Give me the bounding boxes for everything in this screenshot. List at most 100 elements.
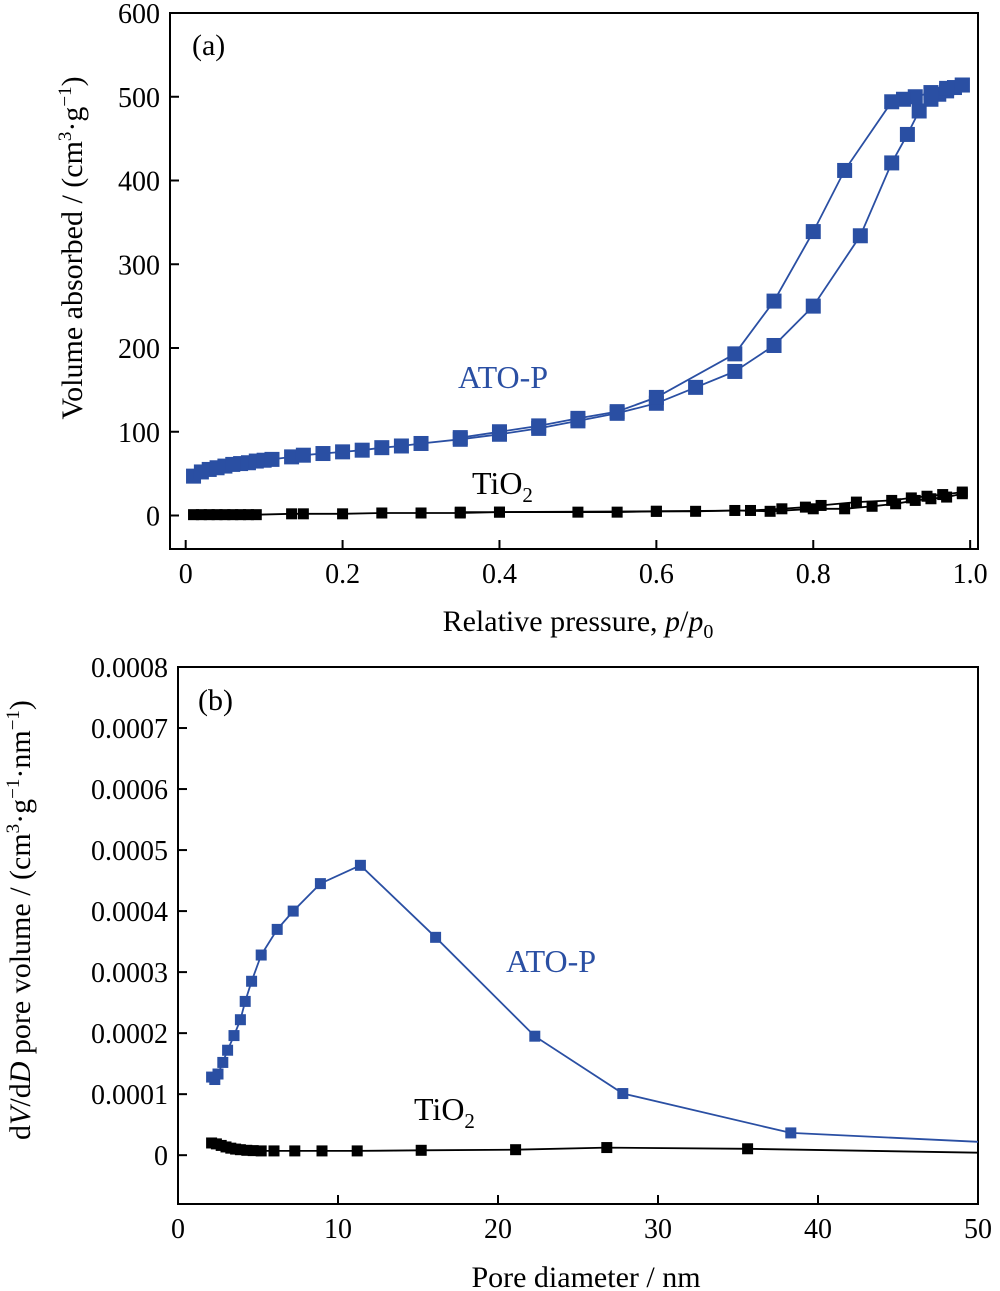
panel-a-series-ato-p-point xyxy=(374,440,390,456)
panel-b-y-tick-label: 0.0007 xyxy=(91,714,168,745)
panel-a-series-ato-p-point xyxy=(452,430,468,446)
panel-a-series-tio2-point xyxy=(297,508,309,520)
panel-a-y-tick-label: 0 xyxy=(146,502,160,533)
panel-a-y-axis-title: Volume absorbed / (cm3·g−1) xyxy=(55,76,89,419)
panel-b-y-tick-label: 0.0002 xyxy=(91,1019,168,1050)
panel-b-series-ato-p-point xyxy=(255,949,267,961)
panel-a-series-tio2-point xyxy=(745,504,757,516)
panel-a-series-ato-p-point xyxy=(413,435,429,451)
panel-a-series-ato-p-point xyxy=(923,85,939,101)
panel-b-y-tick-label: 0.0008 xyxy=(91,653,168,684)
panel-b-y-title-d1: d xyxy=(4,1125,37,1140)
panel-a-series-ato-p-point xyxy=(852,228,868,244)
panel-a-plot-frame xyxy=(169,12,979,550)
panel-b-y-title-sup3: 3 xyxy=(3,824,24,834)
panel-a-y-tick-label: 400 xyxy=(118,167,160,198)
panel-b-series xyxy=(206,859,979,1157)
panel-a-y-title-sup3: 3 xyxy=(55,132,76,142)
panel-a-series-tio2-point xyxy=(921,490,933,502)
panel-b-tio2-label: TiO2 xyxy=(414,1091,475,1133)
panel-a-y-tick-label: 300 xyxy=(118,250,160,281)
panel-b-y-ticks: 0 0.0001 0.0002 0.0003 0.0004 0.0005 0.0006 0.0… xyxy=(91,653,187,1172)
panel-a-series-ato-p-point xyxy=(531,418,547,434)
panel-a-isotherm-chart: 0 0.2 0.4 0.6 0.8 1.0 0 100 200 300 400 500 600 (a)… xyxy=(55,0,988,643)
panel-a-x-ticks: 0 0.2 0.4 0.6 0.8 1.0 xyxy=(179,540,988,590)
panel-b-series-ato-p-line xyxy=(211,864,979,1143)
panel-a-series-ato-p-point xyxy=(295,447,311,463)
panel-b-x-ticks: 0 10 20 30 40 50 xyxy=(171,1195,992,1245)
panel-b-plot-frame xyxy=(177,666,979,1205)
panel-b-series-tio2-point xyxy=(289,1145,301,1157)
panel-a-series-ato-p-point xyxy=(954,77,970,93)
panel-a-series-tio2-point xyxy=(807,503,819,515)
panel-b-series-ato-p-point xyxy=(287,905,299,917)
panel-a-x-tick-label: 0.2 xyxy=(325,559,360,590)
panel-a-series-tio2-point xyxy=(764,505,776,517)
panel-a-x-title-sub: 0 xyxy=(703,621,713,643)
panel-a-series-ato-p-point xyxy=(939,80,955,96)
panel-a-tio2-label-text: TiO xyxy=(472,465,522,501)
panel-a-series-tio2-point xyxy=(650,505,662,517)
panel-b-series-tio2-point xyxy=(241,1144,253,1156)
panel-a-series-tio2-point xyxy=(776,503,788,515)
panel-a-y-title-sup: −1 xyxy=(55,86,76,106)
panel-a-series-tio2-point xyxy=(415,507,427,519)
panel-a-series-ato-p-point xyxy=(393,438,409,454)
panel-b-series-ato-p-point xyxy=(271,923,283,935)
panel-b-y-title-mid1: ·g xyxy=(4,799,37,824)
panel-a-ato-p-label-text: ATO-P xyxy=(458,359,548,395)
panel-a-series-ato-p-point xyxy=(766,293,782,309)
panel-a-series-ato-p-point xyxy=(688,379,704,395)
panel-b-series-tio2-point xyxy=(601,1142,613,1154)
panel-a-series-ato-p-point xyxy=(609,404,625,420)
panel-a-y-title-close: ) xyxy=(56,76,89,86)
panel-a-x-axis-title: Relative pressure, p/p0 xyxy=(443,605,714,643)
panel-a-series-tio2-point xyxy=(799,501,811,513)
panel-b-x-tick-label: 30 xyxy=(644,1214,672,1245)
panel-a-series-ato-p-point xyxy=(727,346,743,362)
panel-a-y-tick-label: 200 xyxy=(118,334,160,365)
panel-a-series-tio2-point xyxy=(937,489,949,501)
panel-b-tio2-label-sub: 2 xyxy=(464,1109,475,1133)
panel-a-series-ato-p-point xyxy=(491,424,507,440)
panel-b-series-ato-p-point xyxy=(228,1030,240,1042)
panel-b-x-tick-label: 0 xyxy=(171,1214,185,1245)
panel-a-x-title-p: p xyxy=(663,605,680,638)
panel-b-series-ato-p-point xyxy=(239,995,251,1007)
panel-a-series-tio2-point xyxy=(203,509,215,521)
panel-b-x-tick-label: 40 xyxy=(804,1214,832,1245)
panel-a-x-tick-label: 1.0 xyxy=(953,559,988,590)
panel-a-series-ato-p-point xyxy=(766,337,782,353)
panel-b-ato-p-label-text: ATO-P xyxy=(506,943,596,979)
panel-a-y-ticks: 0 100 200 300 400 500 600 xyxy=(118,0,179,533)
panel-a-series-ato-p-point xyxy=(884,94,900,110)
panel-b-y-tick-label: 0.0001 xyxy=(91,1080,168,1111)
panel-a-y-tick-label: 600 xyxy=(118,0,160,30)
panel-a-x-tick-label: 0.4 xyxy=(482,559,517,590)
panel-a-series-tio2-point xyxy=(195,509,207,521)
panel-a-x-tick-label: 0.6 xyxy=(639,559,674,590)
panel-b-series-tio2 xyxy=(206,1137,979,1157)
panel-a-series-tio2-point xyxy=(839,503,851,515)
panel-a-y-title-mid: ·g xyxy=(56,107,89,132)
panel-b-y-title-sup2: −1 xyxy=(3,710,24,730)
panel-a-series xyxy=(186,77,970,521)
panel-a-series-tio2-point xyxy=(250,509,262,521)
panel-b-series-ato-p-point xyxy=(217,1056,229,1068)
panel-b-y-title-slash: /d xyxy=(4,1083,37,1106)
panel-b-x-tick-label: 20 xyxy=(484,1214,512,1245)
panel-b-y-title-D: D xyxy=(4,1061,37,1084)
panel-a-ato-p-label: ATO-P xyxy=(458,359,548,395)
panel-b-y-title-mid2: ·nm xyxy=(4,730,37,778)
panel-a-y-title-main: Volume absorbed / (cm xyxy=(56,141,89,420)
panel-a-series-ato-p-point xyxy=(911,103,927,119)
panel-a-series-ato-p-point xyxy=(907,89,923,105)
panel-b-x-tick-label: 10 xyxy=(324,1214,352,1245)
panel-b-y-axis-title: dV/dD pore volume / (cm3·g−1·nm−1) xyxy=(3,700,37,1140)
panel-b-series-ato-p xyxy=(206,859,979,1143)
panel-a-x-title-p0: p xyxy=(686,605,703,638)
panel-a-series-ato-p-point xyxy=(264,451,280,467)
panel-b-y-tick-label: 0.0006 xyxy=(91,775,168,806)
panel-b-y-title-main: pore volume / (cm xyxy=(4,833,37,1061)
panel-a-series-ato-p-point xyxy=(570,410,586,426)
